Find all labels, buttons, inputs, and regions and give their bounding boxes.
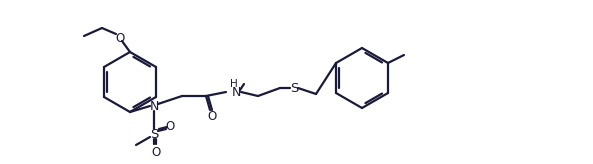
Text: S: S: [290, 82, 298, 94]
Text: O: O: [151, 145, 161, 158]
Text: O: O: [165, 120, 174, 133]
Text: S: S: [150, 127, 158, 141]
Text: N: N: [231, 85, 241, 99]
Text: O: O: [208, 110, 216, 123]
Text: O: O: [116, 31, 125, 44]
Text: N: N: [149, 100, 159, 113]
Text: H: H: [230, 79, 238, 89]
